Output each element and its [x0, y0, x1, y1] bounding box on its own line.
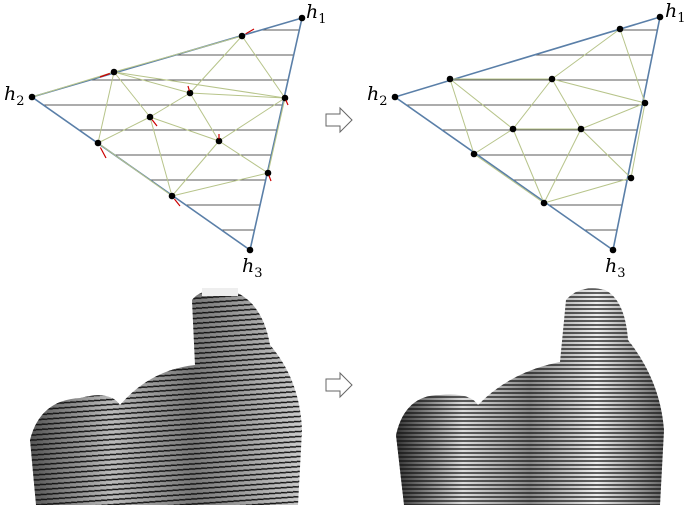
mesh-edge — [544, 129, 581, 203]
mesh-edge — [190, 93, 219, 141]
mesh-node — [657, 14, 664, 21]
mesh-edge — [172, 173, 268, 196]
mesh-edge — [172, 141, 219, 196]
mesh-edge — [219, 141, 268, 173]
mesh-edge — [150, 117, 172, 196]
mesh-node — [471, 151, 478, 158]
mesh-node — [29, 94, 36, 101]
mesh-node — [610, 247, 617, 254]
mesh-edge — [114, 72, 150, 117]
mesh-node — [628, 175, 635, 182]
right-mesh — [392, 14, 664, 254]
surface-tip — [202, 288, 238, 296]
mesh-node — [265, 170, 272, 177]
mesh-edge — [114, 36, 242, 72]
figure: h1 h2 h3 h1 h2 h3 — [0, 0, 688, 512]
noisy-surface-stripes — [30, 290, 302, 505]
vertex-label: h3 — [605, 255, 626, 281]
mesh-edge — [631, 103, 645, 178]
displacement-arrow — [269, 175, 271, 181]
mesh-edge — [268, 98, 285, 173]
mesh-edge — [114, 72, 285, 98]
mesh-edge — [474, 129, 513, 154]
mesh-edge — [98, 72, 114, 143]
mesh-edge — [552, 79, 581, 129]
displacement-arrow — [152, 120, 157, 126]
mesh-node — [392, 94, 399, 101]
vertex-label: h3 — [242, 255, 263, 281]
right-triangle — [395, 17, 660, 250]
mesh-node — [187, 90, 194, 97]
mesh-node — [239, 33, 246, 40]
mesh-edge — [150, 117, 219, 141]
right-scan-lines — [360, 30, 688, 230]
mesh-node — [578, 126, 585, 133]
mesh-node — [510, 126, 517, 133]
vertex-label: h1 — [665, 0, 686, 26]
mesh-node — [282, 95, 289, 102]
mesh-node — [147, 114, 154, 121]
mesh-edge — [450, 79, 474, 154]
mesh-edge — [242, 36, 285, 98]
transform-arrow — [326, 373, 352, 397]
mesh-node — [169, 193, 176, 200]
left-scan-lines — [0, 30, 330, 230]
mesh-edge — [544, 178, 631, 203]
mesh-node — [299, 15, 306, 22]
mesh-node — [111, 69, 118, 76]
mesh-edge — [32, 72, 114, 97]
mesh-edge — [114, 72, 190, 93]
mesh-node — [541, 200, 548, 207]
mesh-edge — [450, 79, 513, 129]
smooth-surface-stripes — [396, 288, 664, 505]
mesh-node — [617, 26, 624, 33]
mesh-edge — [620, 29, 645, 103]
displacement-arrow — [286, 100, 288, 105]
vertex-label: h2 — [4, 83, 25, 109]
vertex-label: h2 — [367, 83, 388, 109]
mesh-edge — [581, 129, 631, 178]
mesh-node — [642, 100, 649, 107]
left-triangle — [32, 18, 302, 250]
transform-arrow — [326, 108, 352, 132]
mesh-edge — [581, 103, 645, 129]
left-mesh — [29, 15, 306, 254]
mesh-edge — [98, 143, 172, 196]
mesh-node — [447, 76, 454, 83]
mesh-node — [549, 76, 556, 83]
mesh-edge — [552, 29, 620, 79]
vertex-label: h1 — [306, 1, 327, 27]
displacement-arrow — [188, 86, 189, 91]
mesh-node — [247, 247, 254, 254]
mesh-edge — [552, 79, 645, 103]
mesh-node — [95, 140, 102, 147]
mesh-edge — [513, 79, 552, 129]
